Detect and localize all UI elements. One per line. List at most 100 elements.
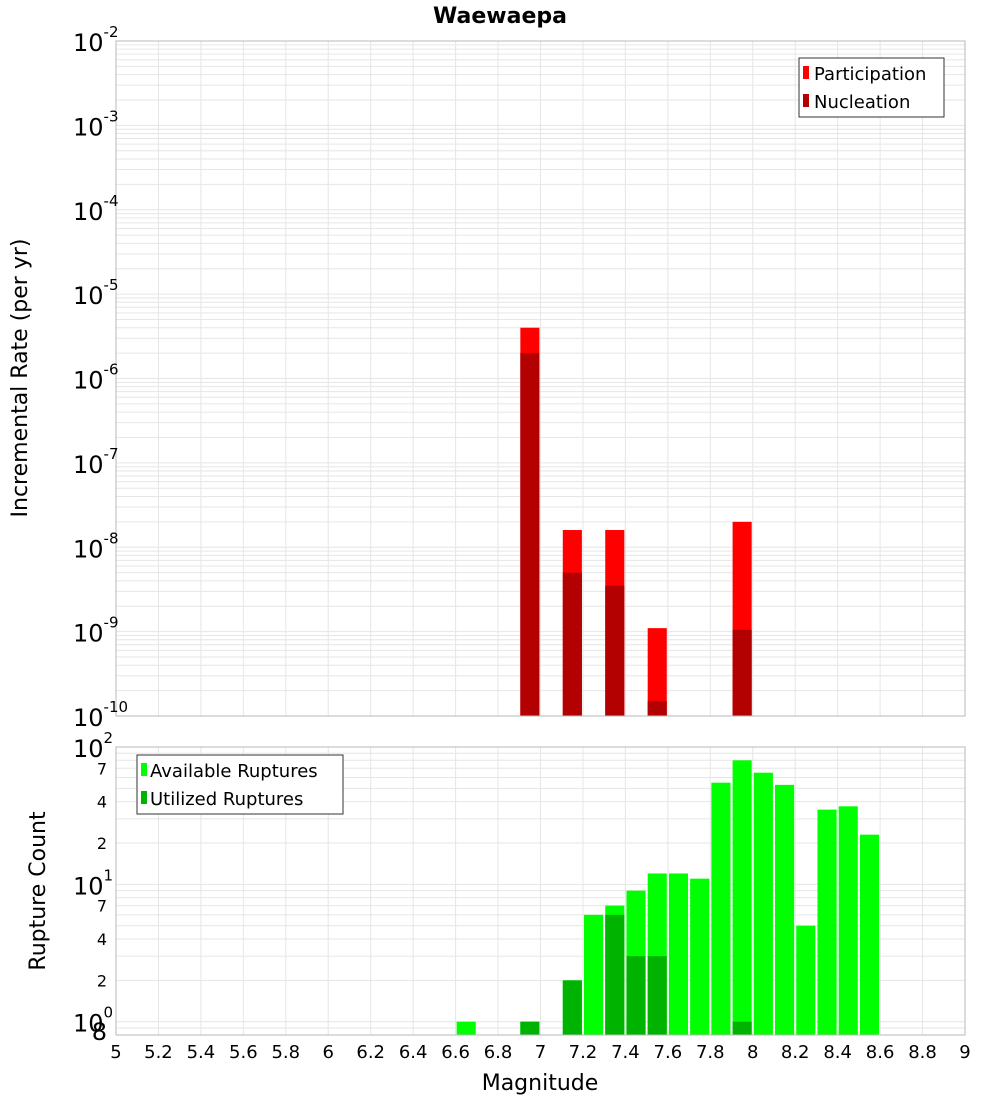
- rate-y-tick-base: 10: [73, 198, 104, 226]
- magnitude-x-tick-label: 8: [747, 1042, 758, 1063]
- count-y-tick-label: 101: [73, 866, 113, 900]
- magnitude-x-tick-label: 7.8: [696, 1042, 725, 1063]
- rupture-count-legend-box: [136, 754, 344, 815]
- count-y-minor-tick-label: 7: [97, 897, 107, 916]
- magnitude-x-tick-label: 8.6: [866, 1042, 895, 1063]
- rate-y-tick-base: 10: [73, 704, 104, 732]
- rate-y-tick-label: 10-8: [73, 529, 119, 563]
- rupture-count-bars: [456, 760, 880, 1035]
- utilized-ruptures-legend-label: Utilized Ruptures: [150, 789, 303, 810]
- incremental-rate-y-ticks: 10-210-310-410-510-610-710-810-910-10: [73, 23, 128, 732]
- rate-y-tick-base: 10: [73, 282, 104, 310]
- utilized-ruptures-legend-swatch: [141, 791, 147, 804]
- rate-y-tick-label: 10-5: [73, 276, 119, 310]
- rate-y-tick-exponent: -9: [104, 614, 119, 632]
- utilized-ruptures-bar: [520, 1021, 540, 1035]
- participation-legend-label: Participation: [814, 64, 926, 85]
- rate-y-tick-base: 10: [73, 620, 104, 648]
- rate-y-tick-exponent: -6: [104, 361, 119, 379]
- utilized-ruptures-bar: [732, 1021, 752, 1035]
- available-ruptures-bar: [711, 782, 731, 1035]
- available-ruptures-bar: [753, 772, 773, 1035]
- count-y-tick-exponent: 1: [104, 866, 114, 884]
- rupture-count-axis-label: Rupture Count: [26, 811, 51, 971]
- count-y-minor-tick-label: 2: [97, 971, 107, 990]
- rate-y-tick-label: 10-6: [73, 361, 119, 395]
- available-ruptures-bar: [775, 784, 795, 1035]
- available-ruptures-bar: [796, 925, 816, 1035]
- utilized-ruptures-bar: [647, 956, 667, 1035]
- magnitude-x-tick-label: 7.4: [611, 1042, 640, 1063]
- magnitude-x-tick-label: 5.8: [271, 1042, 300, 1063]
- magnitude-x-tick-label: 5: [110, 1042, 121, 1063]
- magnitude-x-tick-label: 8.8: [908, 1042, 937, 1063]
- count-y-tick-base: 10: [73, 872, 104, 900]
- count-y-tick-base: 10: [73, 1010, 104, 1038]
- rate-y-tick-base: 10: [73, 451, 104, 479]
- count-y-tick-base: 10: [73, 735, 104, 763]
- count-y-tick-exponent: 0: [104, 1004, 114, 1022]
- nucleation-bar: [605, 585, 625, 716]
- rate-y-tick-exponent: -3: [104, 107, 119, 125]
- magnitude-x-tick-label: 7: [535, 1042, 546, 1063]
- magnitude-x-tick-label: 9: [959, 1042, 970, 1063]
- chart-title: Waewaepa: [433, 4, 567, 29]
- participation-bar: [647, 628, 667, 716]
- magnitude-x-tick-label: 5.6: [229, 1042, 258, 1063]
- count-y-minor-tick-label: 4: [97, 930, 107, 949]
- incremental-rate-grid: [115, 41, 966, 717]
- magnitude-x-ticks: 5 5.2 5.4 5.6 5.8 6 6.2 6.4 6.6 6.8 7 7.2 7.4 7.6 7.8 8…: [110, 1042, 970, 1063]
- magnitude-x-tick-label: 6.8: [484, 1042, 513, 1063]
- rate-y-tick-label: 10-3: [73, 107, 119, 141]
- magnitude-x-tick-label: 5.4: [187, 1042, 216, 1063]
- rate-y-tick-base: 10: [73, 113, 104, 141]
- nucleation-bar: [520, 353, 540, 716]
- nucleation-bar: [732, 629, 752, 716]
- magnitude-axis-label: Magnitude: [482, 1071, 599, 1096]
- count-y-minor-tick-label: 4: [97, 793, 107, 812]
- available-ruptures-bar: [732, 760, 752, 1035]
- available-ruptures-legend-label: Available Ruptures: [150, 761, 318, 782]
- count-y-minor-tick-label: 2: [97, 834, 107, 853]
- incremental-rate-plot-frame: [115, 40, 966, 717]
- nucleation-bar: [647, 701, 667, 716]
- available-ruptures-bar: [668, 873, 689, 1035]
- available-ruptures-bar: [690, 878, 710, 1035]
- magnitude-x-tick-label: 8.2: [781, 1042, 810, 1063]
- rupture-count-plot-frame: [115, 746, 966, 1036]
- rate-y-tick-label: 10-4: [73, 192, 119, 226]
- magnitude-x-tick-label: 6.2: [356, 1042, 385, 1063]
- available-ruptures-bar: [584, 914, 604, 1035]
- magnitude-x-tick-label: 7.6: [654, 1042, 683, 1063]
- rate-y-tick-label: 10-2: [73, 23, 119, 57]
- magnitude-x-tick-label: 8.4: [823, 1042, 852, 1063]
- available-ruptures-bar: [817, 809, 837, 1035]
- available-ruptures-legend-swatch: [141, 763, 147, 776]
- rate-y-tick-base: 10: [73, 29, 104, 57]
- incremental-rate-legend-box: [798, 57, 945, 118]
- nucleation-legend-label: Nucleation: [814, 92, 910, 113]
- count-y-tick-exponent: 2: [104, 729, 114, 747]
- available-ruptures-bar: [456, 1021, 476, 1035]
- rate-y-tick-label: 10-7: [73, 445, 119, 479]
- rate-y-tick-exponent: -7: [104, 445, 119, 463]
- rate-y-tick-exponent: -10: [104, 698, 129, 716]
- participation-legend-swatch: [803, 66, 809, 79]
- count-y-tick-label: 100: [73, 1004, 113, 1038]
- count-y-minor-tick-label: 7: [97, 759, 107, 778]
- rate-y-tick-label: 10-10: [73, 698, 128, 732]
- rate-y-tick-exponent: -4: [104, 192, 119, 210]
- available-ruptures-bar: [859, 834, 880, 1035]
- rate-y-tick-exponent: -5: [104, 276, 119, 294]
- utilized-ruptures-bar: [562, 980, 582, 1035]
- available-ruptures-bar: [838, 806, 858, 1035]
- nucleation-bar: [562, 572, 582, 716]
- count-y-minor-tick-label: 8: [92, 1018, 107, 1046]
- magnitude-x-tick-label: 5.2: [144, 1042, 173, 1063]
- incremental-rate-panel: 10-210-310-410-510-610-710-810-910-10 In…: [8, 23, 966, 732]
- count-y-tick-label: 102: [73, 729, 113, 763]
- utilized-ruptures-bar: [605, 914, 625, 1035]
- magnitude-x-tick-label: 6: [323, 1042, 334, 1063]
